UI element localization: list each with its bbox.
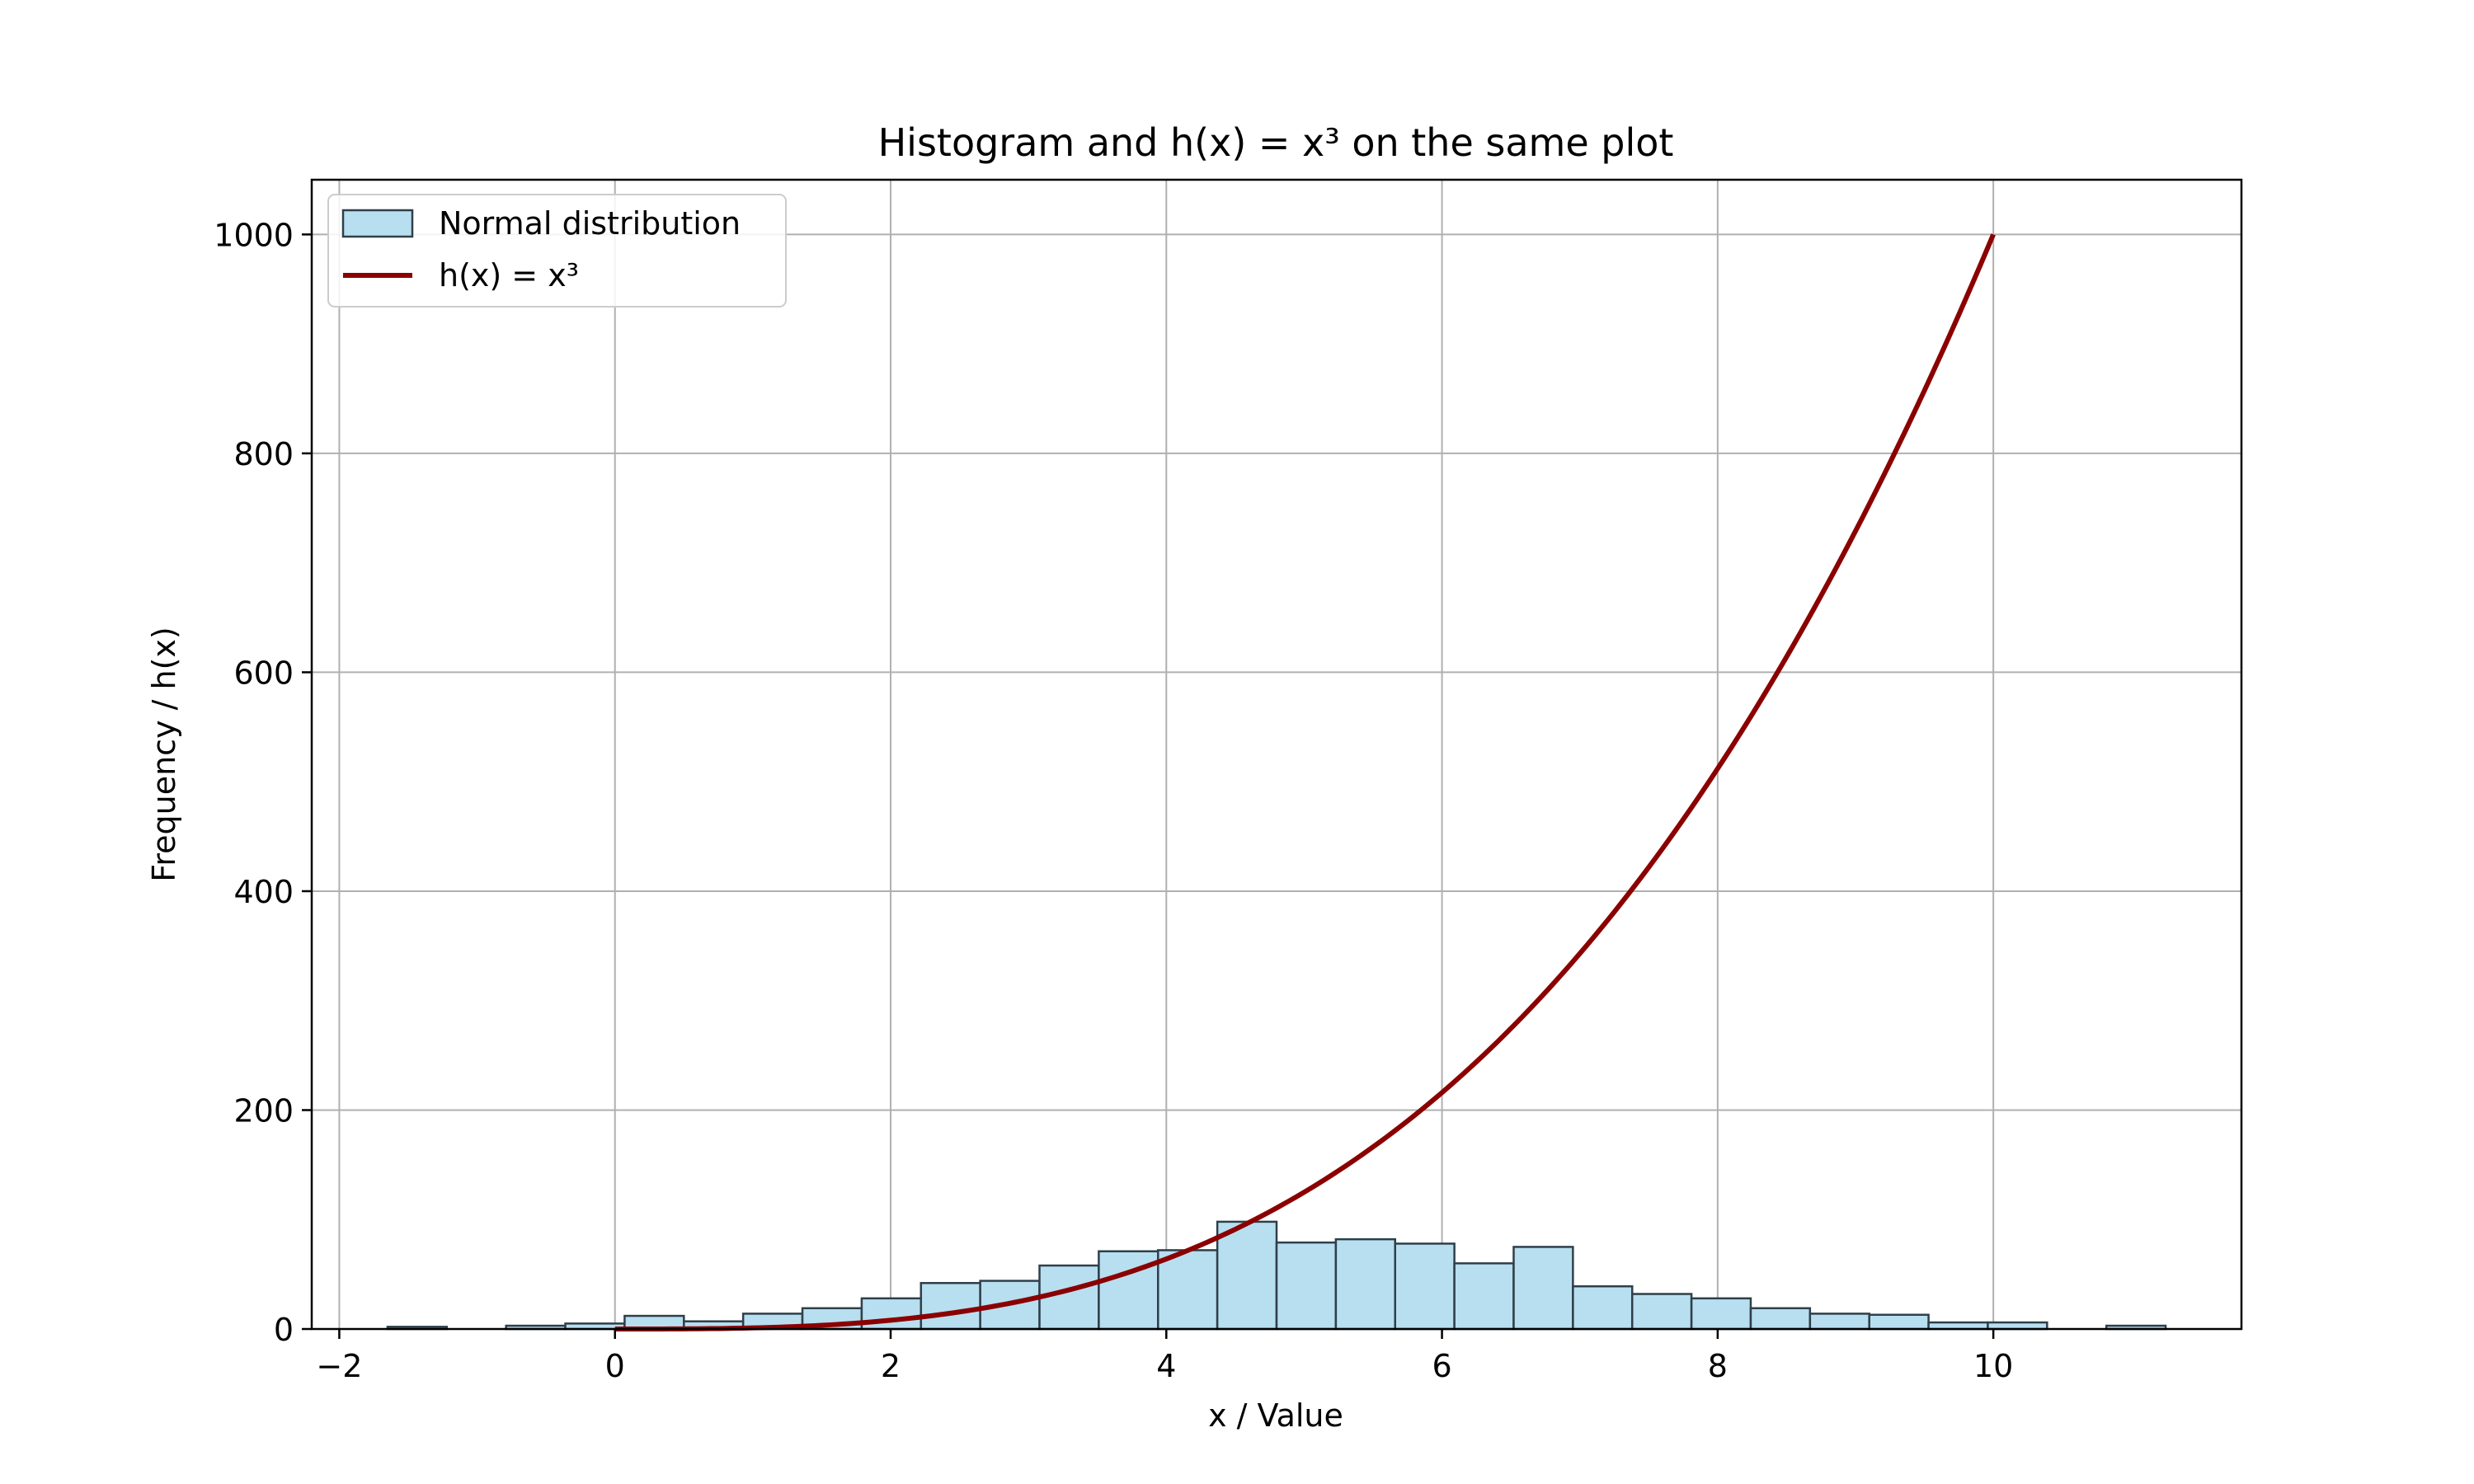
plot-area-frame bbox=[310, 178, 2243, 1331]
legend-line-label: h(x) = x³ bbox=[439, 257, 579, 294]
x-tick-label: 4 bbox=[1156, 1348, 1176, 1384]
x-tick-label: 6 bbox=[1432, 1348, 1451, 1384]
histogram-bar bbox=[1690, 1297, 1752, 1331]
histogram-bar bbox=[1275, 1241, 1338, 1331]
histogram-bar bbox=[1749, 1307, 1812, 1331]
histogram-bar bbox=[1572, 1284, 1634, 1331]
histogram-bar bbox=[1868, 1313, 1930, 1331]
histogram-bar bbox=[1216, 1220, 1278, 1331]
histogram-bar bbox=[1157, 1249, 1219, 1331]
histogram-bars bbox=[386, 1220, 2167, 1331]
histogram-bar bbox=[1512, 1246, 1574, 1331]
cubic-curve-layer bbox=[614, 233, 1996, 1331]
legend-box bbox=[327, 194, 787, 308]
y-tick-label: 400 bbox=[233, 874, 294, 910]
histogram-bar bbox=[1808, 1313, 1870, 1331]
x-tick-label: −2 bbox=[316, 1348, 362, 1384]
y-tick-label: 0 bbox=[274, 1312, 294, 1348]
y-tick-label: 1000 bbox=[214, 217, 294, 253]
x-tick-label: 0 bbox=[605, 1348, 625, 1384]
y-tick-label: 200 bbox=[233, 1092, 294, 1129]
legend-histogram-swatch bbox=[341, 209, 414, 238]
y-axis-ticks: 0 200 400 600 800 1000 bbox=[214, 217, 312, 1348]
cubic-curve-line bbox=[614, 233, 1996, 1331]
x-tick-label: 8 bbox=[1708, 1348, 1728, 1384]
x-tick-label: 10 bbox=[1973, 1348, 2013, 1384]
legend-histogram-label: Normal distribution bbox=[439, 205, 741, 242]
x-tick-label: 2 bbox=[881, 1348, 901, 1384]
histogram-bar bbox=[1453, 1262, 1515, 1331]
x-axis-label: x / Value bbox=[1208, 1397, 1343, 1434]
chart-title: Histogram and h(x) = x³ on the same plot bbox=[878, 120, 1674, 165]
x-axis-ticks: −2 0 2 4 6 8 10 bbox=[316, 1329, 2013, 1384]
histogram-bar bbox=[1334, 1237, 1396, 1331]
legend: Normal distribution h(x) = x³ bbox=[327, 194, 787, 308]
histogram-bar bbox=[1630, 1293, 1693, 1331]
y-axis-label: Frequency / h(x) bbox=[146, 627, 182, 882]
y-tick-label: 600 bbox=[233, 655, 294, 691]
histogram-bar bbox=[920, 1281, 981, 1331]
histogram-bar bbox=[1394, 1242, 1456, 1331]
y-tick-label: 800 bbox=[233, 436, 294, 472]
